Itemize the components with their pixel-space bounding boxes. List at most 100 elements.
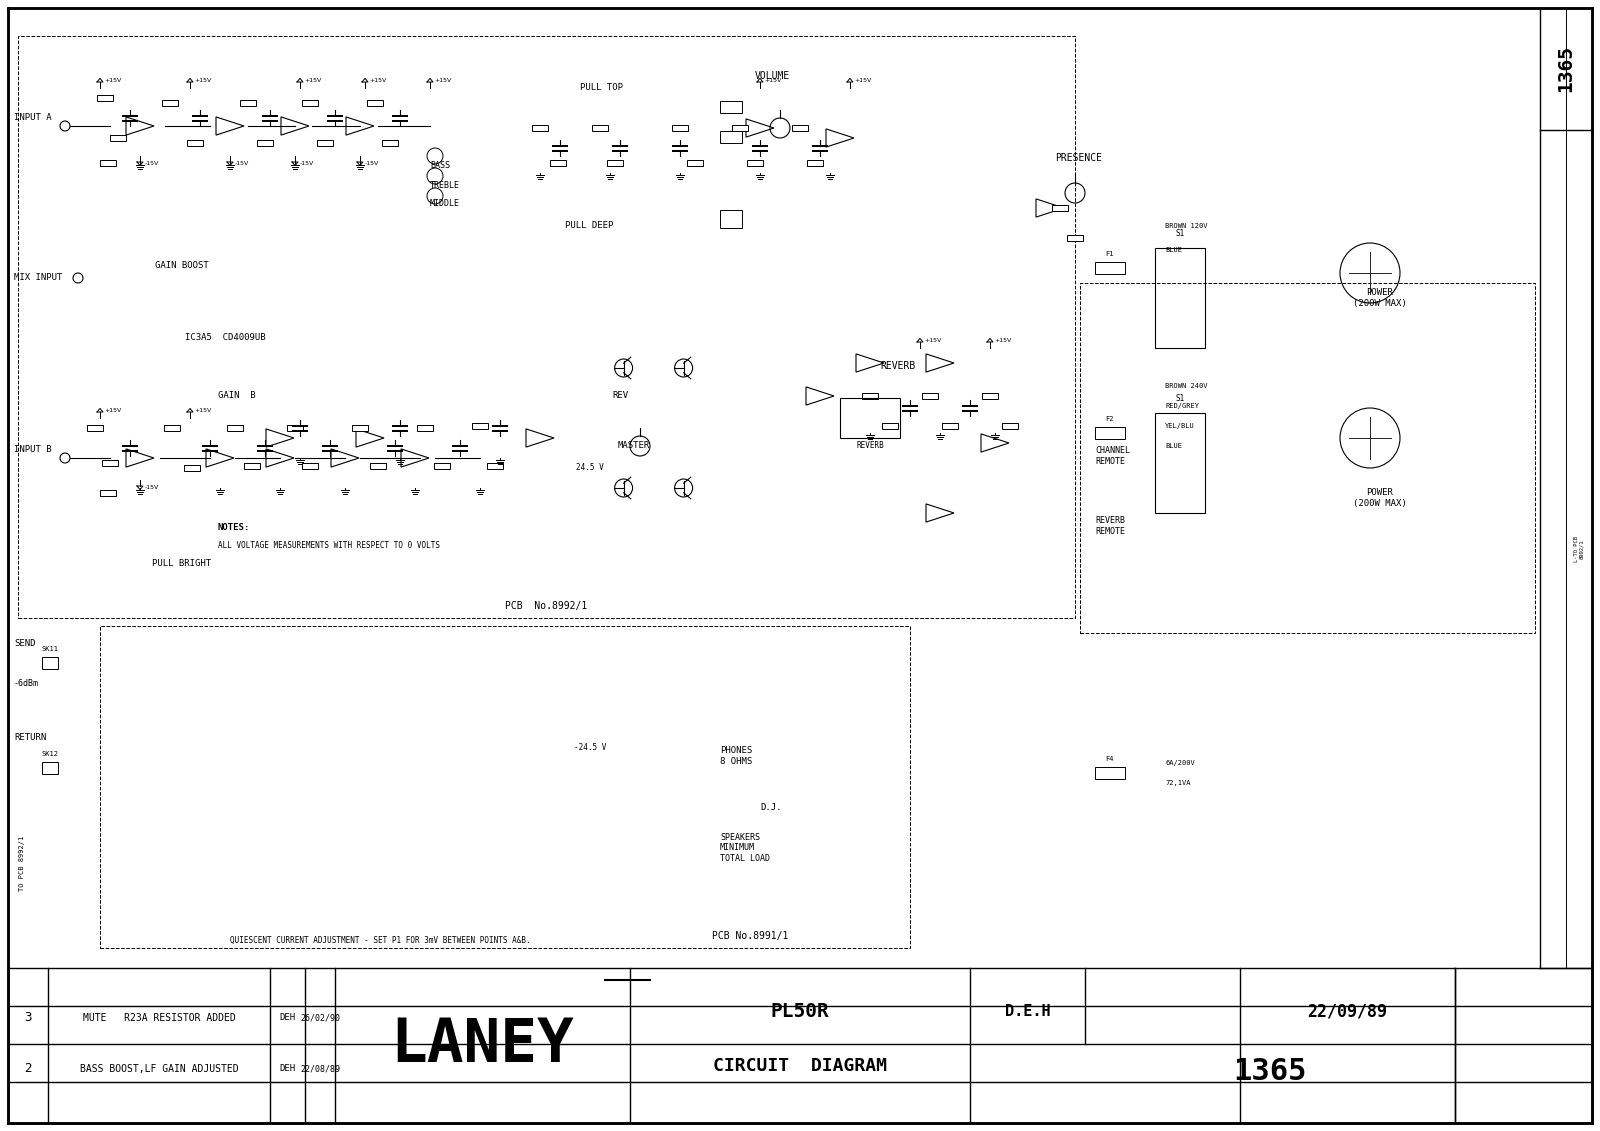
Bar [840,398,899,438]
Bar [550,159,566,166]
Text: SEND: SEND [14,639,35,648]
Text: -15V: -15V [144,162,158,166]
Bar [1155,248,1205,348]
Text: MIX INPUT: MIX INPUT [14,274,62,283]
Text: F2: F2 [1106,416,1114,422]
Text: VOLUME: VOLUME [755,71,790,81]
Bar [302,100,318,106]
Text: -15V: -15V [299,162,314,166]
Text: +15V: +15V [304,78,322,83]
Text: LANEY: LANEY [390,1016,574,1074]
Bar [686,159,702,166]
Bar [942,423,958,429]
Text: PULL BRIGHT: PULL BRIGHT [152,559,211,568]
Text: YEL/BLU: YEL/BLU [1165,423,1195,429]
Bar [162,100,178,106]
Bar [747,159,763,166]
Bar [1053,205,1069,211]
Text: SK12: SK12 [42,751,59,757]
Bar [86,425,102,431]
Text: PULL TOP: PULL TOP [579,84,622,93]
Text: 72,1VA: 72,1VA [1165,780,1190,786]
Text: +15V: +15V [370,78,387,83]
Bar [792,126,808,131]
Text: INPUT B: INPUT B [14,446,51,455]
Text: S1: S1 [1176,394,1184,403]
Bar [720,131,742,143]
Bar [592,126,608,131]
Text: F1: F1 [1106,251,1114,257]
Text: SK11: SK11 [42,646,59,651]
Text: POWER
(200W MAX): POWER (200W MAX) [1354,489,1406,508]
Bar [42,762,58,774]
Text: +15V: +15V [925,338,941,343]
Bar [1002,423,1018,429]
Text: IC3A5  CD4009UB: IC3A5 CD4009UB [186,334,266,343]
Bar [187,140,203,146]
Text: 1365: 1365 [1234,1057,1307,1087]
Bar [472,423,488,429]
Text: 22/09/89: 22/09/89 [1307,1002,1387,1020]
Text: +15V: +15V [104,407,122,413]
Bar [366,100,382,106]
Bar [227,425,243,431]
Text: DEH: DEH [278,1064,294,1073]
Text: 24.5 V: 24.5 V [576,464,603,473]
Text: PCB No.8991/1: PCB No.8991/1 [712,931,789,941]
Text: 22/08/89: 22/08/89 [301,1064,339,1073]
Text: -24.5 V: -24.5 V [574,743,606,752]
Bar [258,140,274,146]
Text: GAIN BOOST: GAIN BOOST [155,261,208,270]
Text: TO PCB 8992/1: TO PCB 8992/1 [19,836,26,890]
Bar [418,425,434,431]
Bar [165,425,179,431]
Text: D.J.: D.J. [760,803,781,812]
Bar [1067,235,1083,241]
Text: +15V: +15V [434,78,451,83]
Text: D.E.H: D.E.H [1005,1004,1050,1019]
Text: BASS BOOST,LF GAIN ADJUSTED: BASS BOOST,LF GAIN ADJUSTED [80,1064,238,1073]
Bar [382,140,398,146]
Text: MUTE   R23A RESISTOR ADDED: MUTE R23A RESISTOR ADDED [83,1012,235,1022]
Bar [352,425,368,431]
Text: +15V: +15V [104,78,122,83]
Text: -15V: -15V [234,162,248,166]
Text: REVERB: REVERB [880,361,915,371]
Bar [720,101,742,113]
Bar [1080,283,1534,633]
Text: PHONES
8 OHMS: PHONES 8 OHMS [720,746,752,766]
Bar [486,463,502,469]
Bar [243,463,259,469]
Bar [184,465,200,470]
Bar [370,463,386,469]
Bar [862,392,878,399]
Bar [302,463,318,469]
Bar [99,625,910,948]
Bar [317,140,333,146]
Bar [18,36,1075,618]
Bar [286,425,302,431]
Text: INPUT A: INPUT A [14,113,51,122]
Bar [99,159,115,166]
Text: DEH: DEH [278,1013,294,1022]
Bar [99,490,115,497]
Bar [42,657,58,670]
Text: REVERB: REVERB [856,441,883,450]
Bar [1094,767,1125,779]
Text: 1365: 1365 [1557,45,1576,93]
Text: 3: 3 [24,1011,32,1024]
Text: REVERB
REMOTE: REVERB REMOTE [1094,516,1125,536]
Text: -15V: -15V [144,485,158,491]
Text: SPEAKERS
MINIMUM
TOTAL LOAD: SPEAKERS MINIMUM TOTAL LOAD [720,834,770,863]
Bar [720,210,742,228]
Text: RETURN: RETURN [14,734,46,742]
Bar [882,423,898,429]
Bar [806,159,822,166]
Text: TREBLE: TREBLE [430,181,461,190]
Bar [240,100,256,106]
Text: QUIESCENT CURRENT ADJUSTMENT - SET P1 FOR 3mV BETWEEN POINTS A&B.: QUIESCENT CURRENT ADJUSTMENT - SET P1 FO… [230,935,530,944]
Text: CHANNEL
REMOTE: CHANNEL REMOTE [1094,447,1130,466]
Bar [1094,428,1125,439]
Bar [1094,262,1125,274]
Text: PCB  No.8992/1: PCB No.8992/1 [506,601,587,611]
